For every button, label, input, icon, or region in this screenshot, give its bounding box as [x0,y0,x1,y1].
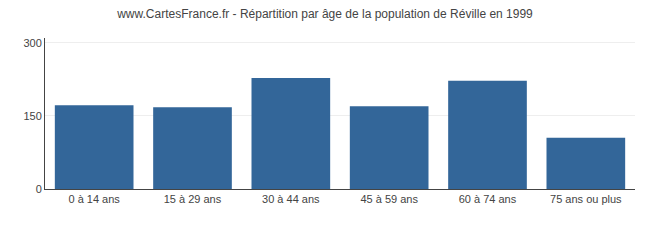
svg-text:150: 150 [23,110,41,122]
svg-text:300: 300 [23,37,41,49]
svg-text:60 à 74 ans: 60 à 74 ans [459,193,517,205]
svg-text:15 à 29 ans: 15 à 29 ans [164,193,222,205]
svg-text:0 à 14 ans: 0 à 14 ans [68,193,120,205]
svg-text:45 à 59 ans: 45 à 59 ans [360,193,418,205]
svg-text:75 ans ou plus: 75 ans ou plus [550,193,622,205]
svg-text:0: 0 [36,183,42,195]
svg-text:30 à 44 ans: 30 à 44 ans [262,193,320,205]
svg-text:www.CartesFrance.fr - Répartit: www.CartesFrance.fr - Répartition par âg… [116,7,533,21]
